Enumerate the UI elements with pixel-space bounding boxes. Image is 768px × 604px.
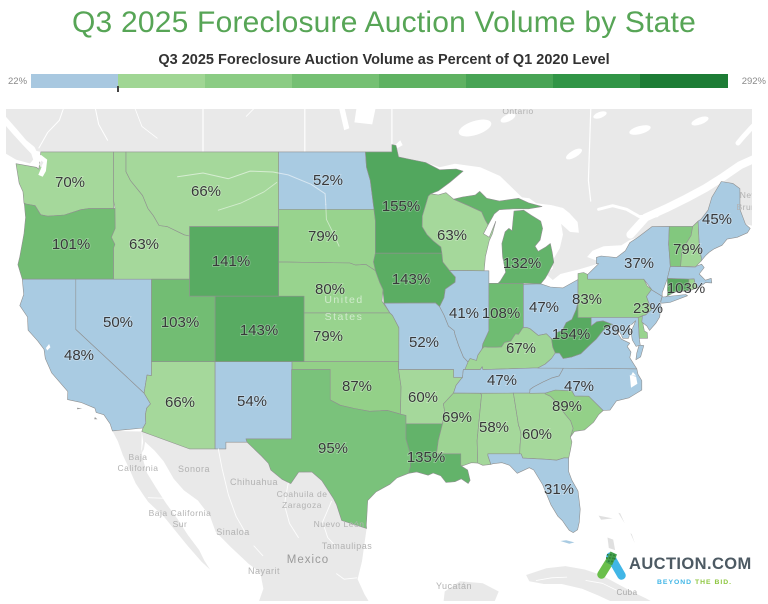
svg-text:23%: 23% xyxy=(633,300,663,317)
svg-text:39%: 39% xyxy=(603,322,633,339)
svg-text:Yucatán: Yucatán xyxy=(436,581,472,591)
svg-text:135%: 135% xyxy=(407,449,445,466)
svg-text:63%: 63% xyxy=(437,227,467,244)
svg-text:Sonora: Sonora xyxy=(178,464,210,474)
svg-text:California: California xyxy=(118,463,159,473)
svg-text:154%: 154% xyxy=(552,326,590,343)
svg-text:87%: 87% xyxy=(342,378,372,395)
svg-text:79%: 79% xyxy=(673,241,703,258)
svg-text:60%: 60% xyxy=(408,389,438,406)
svg-text:31%: 31% xyxy=(544,481,574,498)
svg-text:66%: 66% xyxy=(165,394,195,411)
svg-text:50%: 50% xyxy=(103,314,133,331)
svg-text:47%: 47% xyxy=(487,372,517,389)
svg-text:143%: 143% xyxy=(240,322,278,339)
svg-text:101%: 101% xyxy=(52,236,90,253)
svg-text:37%: 37% xyxy=(624,255,654,272)
svg-text:67%: 67% xyxy=(506,340,536,357)
svg-text:69%: 69% xyxy=(442,409,472,426)
svg-text:52%: 52% xyxy=(313,172,343,189)
svg-text:Ontario: Ontario xyxy=(502,109,533,116)
svg-text:103%: 103% xyxy=(161,314,199,331)
svg-text:United: United xyxy=(324,294,363,306)
svg-text:Baja California: Baja California xyxy=(149,508,212,518)
svg-text:83%: 83% xyxy=(572,291,602,308)
svg-text:63%: 63% xyxy=(129,236,159,253)
svg-text:155%: 155% xyxy=(382,198,420,215)
svg-text:48%: 48% xyxy=(64,347,94,364)
svg-text:Brunsi: Brunsi xyxy=(736,202,752,212)
svg-text:60%: 60% xyxy=(522,426,552,443)
svg-text:47%: 47% xyxy=(564,378,594,395)
svg-text:54%: 54% xyxy=(237,393,267,410)
svg-text:66%: 66% xyxy=(191,183,221,200)
svg-text:89%: 89% xyxy=(552,398,582,415)
svg-text:AUCTION.COM: AUCTION.COM xyxy=(629,555,752,573)
svg-text:Mexico: Mexico xyxy=(287,554,329,566)
svg-text:95%: 95% xyxy=(318,440,348,457)
svg-text:132%: 132% xyxy=(503,255,541,272)
svg-text:103%: 103% xyxy=(667,280,705,297)
svg-text:Nev: Nev xyxy=(740,190,752,200)
svg-text:80%: 80% xyxy=(315,281,345,298)
svg-text:Nayarit: Nayarit xyxy=(248,566,280,576)
svg-text:52%: 52% xyxy=(409,334,439,351)
svg-text:States: States xyxy=(325,311,364,323)
svg-text:Nuevo León: Nuevo León xyxy=(314,519,365,529)
svg-text:Sur: Sur xyxy=(173,519,188,529)
svg-text:Sinaloa: Sinaloa xyxy=(216,527,250,537)
svg-text:Zaragoza: Zaragoza xyxy=(282,500,322,510)
svg-text:141%: 141% xyxy=(212,253,250,270)
svg-text:58%: 58% xyxy=(479,419,509,436)
svg-text:Baja: Baja xyxy=(128,452,147,462)
svg-text:79%: 79% xyxy=(313,328,343,345)
svg-text:Chihuahua: Chihuahua xyxy=(230,477,278,487)
svg-text:Cuba: Cuba xyxy=(616,588,637,597)
svg-text:BEYOND THE BID.: BEYOND THE BID. xyxy=(657,579,732,586)
svg-text:47%: 47% xyxy=(529,299,559,316)
svg-text:41%: 41% xyxy=(449,305,479,322)
svg-text:45%: 45% xyxy=(702,211,732,228)
svg-text:70%: 70% xyxy=(55,174,85,191)
svg-text:79%: 79% xyxy=(308,228,338,245)
svg-text:Coahuila de: Coahuila de xyxy=(277,489,328,499)
svg-text:143%: 143% xyxy=(392,271,430,288)
svg-text:Tamaulipas: Tamaulipas xyxy=(322,541,373,551)
svg-text:108%: 108% xyxy=(482,305,520,322)
